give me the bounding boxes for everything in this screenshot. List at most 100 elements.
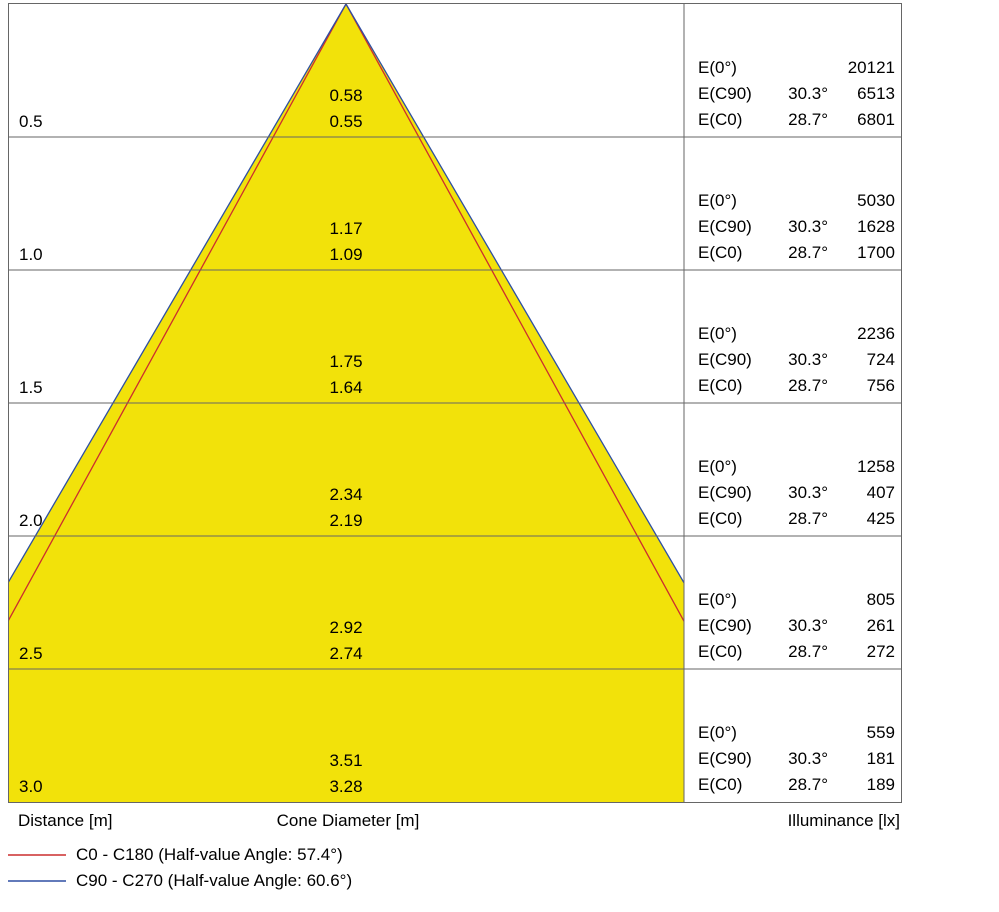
cone-diameter-c90: 2.92 bbox=[329, 618, 363, 637]
legend-label-c0-c180: C0 - C180 (Half-value Angle: 57.4°) bbox=[76, 845, 343, 864]
ec0-row: E(C0) 28.7° 272 bbox=[698, 639, 895, 665]
table-row: 0.5 0.58 0.55 E(0°) 20121 E(C90) 30.3° 6513… bbox=[9, 4, 901, 137]
ec90-label: E(C90) bbox=[698, 217, 752, 236]
ec0-value: 272 bbox=[866, 642, 895, 661]
ec0-row: E(C0) 28.7° 425 bbox=[698, 506, 895, 532]
ec0-label: E(C0) bbox=[698, 509, 743, 528]
ec0-value: 1700 bbox=[857, 243, 895, 262]
distance-label: 1.0 bbox=[19, 245, 43, 264]
e0-label: E(0°) bbox=[698, 324, 737, 343]
ec90-row: E(C90) 30.3° 6513 bbox=[698, 81, 895, 107]
legend-item-c90-c270: C90 - C270 (Half-value Angle: 60.6°) bbox=[8, 868, 352, 894]
e0-row: E(0°) 5030 bbox=[698, 188, 895, 214]
ec0-value: 6801 bbox=[857, 110, 895, 129]
illuminance-block: E(0°) 1258 E(C90) 30.3° 407 E(C0) 28.7° 425 bbox=[698, 454, 895, 532]
cone-diameter-values: 2.92 2.74 bbox=[279, 615, 413, 667]
illuminance-block: E(0°) 20121 E(C90) 30.3° 6513 E(C0) 28.7° 680… bbox=[698, 55, 895, 133]
ec0-label: E(C0) bbox=[698, 775, 743, 794]
ec90-label: E(C90) bbox=[698, 84, 752, 103]
distance-axis-label: Distance [m] bbox=[18, 811, 113, 830]
illuminance-axis-label: Illuminance [lx] bbox=[787, 811, 900, 830]
c0-half-angle: 28.7° bbox=[788, 376, 828, 395]
e0-row: E(0°) 805 bbox=[698, 587, 895, 613]
c0-half-angle: 28.7° bbox=[788, 110, 828, 129]
e0-value: 5030 bbox=[857, 191, 895, 210]
table-row: 2.0 2.34 2.19 E(0°) 1258 E(C90) 30.3° 407 E… bbox=[9, 403, 901, 536]
cone-diameter-c0: 2.74 bbox=[329, 644, 363, 663]
ec90-label: E(C90) bbox=[698, 350, 752, 369]
cone-diameter-values: 0.58 0.55 bbox=[279, 83, 413, 135]
ec0-label: E(C0) bbox=[698, 243, 743, 262]
e0-row: E(0°) 1258 bbox=[698, 454, 895, 480]
table-row: 1.5 1.75 1.64 E(0°) 2236 E(C90) 30.3° 724 E… bbox=[9, 270, 901, 403]
ec90-label: E(C90) bbox=[698, 616, 752, 635]
cone-diameter-c90: 3.51 bbox=[329, 751, 363, 770]
c0-half-angle: 28.7° bbox=[788, 775, 828, 794]
photometric-cone-table: 0.5 0.58 0.55 E(0°) 20121 E(C90) 30.3° 6513… bbox=[8, 3, 902, 803]
e0-value: 559 bbox=[866, 723, 895, 742]
ec0-row: E(C0) 28.7° 189 bbox=[698, 772, 895, 798]
c90-half-angle: 30.3° bbox=[788, 483, 828, 502]
distance-label: 0.5 bbox=[19, 112, 43, 131]
distance-label: 2.0 bbox=[19, 511, 43, 530]
ec0-value: 756 bbox=[866, 376, 895, 395]
c90-c270-line-swatch bbox=[8, 880, 66, 882]
ec90-value: 1628 bbox=[857, 217, 895, 236]
ec0-row: E(C0) 28.7° 6801 bbox=[698, 107, 895, 133]
ec90-value: 261 bbox=[866, 616, 895, 635]
cone-diagram-canvas bbox=[9, 4, 901, 802]
table-row: 1.0 1.17 1.09 E(0°) 5030 E(C90) 30.3° 1628 … bbox=[9, 137, 901, 270]
cone-diameter-c90: 2.34 bbox=[329, 485, 363, 504]
e0-value: 2236 bbox=[857, 324, 895, 343]
cone-diameter-c90: 1.75 bbox=[329, 352, 363, 371]
c90-half-angle: 30.3° bbox=[788, 749, 828, 768]
e0-row: E(0°) 20121 bbox=[698, 55, 895, 81]
illuminance-block: E(0°) 559 E(C90) 30.3° 181 E(C0) 28.7° 189 bbox=[698, 720, 895, 798]
ec90-value: 6513 bbox=[857, 84, 895, 103]
ec0-value: 189 bbox=[866, 775, 895, 794]
illuminance-block: E(0°) 2236 E(C90) 30.3° 724 E(C0) 28.7° 756 bbox=[698, 321, 895, 399]
e0-label: E(0°) bbox=[698, 723, 737, 742]
e0-label: E(0°) bbox=[698, 590, 737, 609]
e0-label: E(0°) bbox=[698, 58, 737, 77]
cone-diameter-values: 2.34 2.19 bbox=[279, 482, 413, 534]
cone-diameter-c0: 2.19 bbox=[329, 511, 363, 530]
distance-label: 1.5 bbox=[19, 378, 43, 397]
ec90-value: 407 bbox=[866, 483, 895, 502]
cone-diameter-c90: 1.17 bbox=[329, 219, 363, 238]
e0-value: 1258 bbox=[857, 457, 895, 476]
ec90-row: E(C90) 30.3° 407 bbox=[698, 480, 895, 506]
c90-half-angle: 30.3° bbox=[788, 616, 828, 635]
cone-diameter-c0: 0.55 bbox=[329, 112, 363, 131]
ec90-row: E(C90) 30.3° 724 bbox=[698, 347, 895, 373]
ec90-row: E(C90) 30.3° 261 bbox=[698, 613, 895, 639]
cone-diameter-values: 1.75 1.64 bbox=[279, 349, 413, 401]
ec0-label: E(C0) bbox=[698, 376, 743, 395]
legend-label-c90-c270: C90 - C270 (Half-value Angle: 60.6°) bbox=[76, 871, 353, 890]
c90-half-angle: 30.3° bbox=[788, 217, 828, 236]
ec90-label: E(C90) bbox=[698, 749, 752, 768]
e0-label: E(0°) bbox=[698, 191, 737, 210]
ec0-value: 425 bbox=[866, 509, 895, 528]
legend: C0 - C180 (Half-value Angle: 57.4°) C90 … bbox=[8, 842, 352, 894]
ec90-label: E(C90) bbox=[698, 483, 752, 502]
c0-half-angle: 28.7° bbox=[788, 509, 828, 528]
distance-label: 2.5 bbox=[19, 644, 43, 663]
e0-value: 805 bbox=[866, 590, 895, 609]
cone-diameter-c0: 1.09 bbox=[329, 245, 363, 264]
ec0-row: E(C0) 28.7° 1700 bbox=[698, 240, 895, 266]
e0-value: 20121 bbox=[847, 58, 895, 77]
c90-half-angle: 30.3° bbox=[788, 84, 828, 103]
legend-item-c0-c180: C0 - C180 (Half-value Angle: 57.4°) bbox=[8, 842, 352, 868]
e0-row: E(0°) 559 bbox=[698, 720, 895, 746]
e0-row: E(0°) 2236 bbox=[698, 321, 895, 347]
ec0-row: E(C0) 28.7° 756 bbox=[698, 373, 895, 399]
axis-labels-row: Distance [m] Cone Diameter [m] Illuminan… bbox=[8, 811, 902, 833]
illuminance-block: E(0°) 805 E(C90) 30.3° 261 E(C0) 28.7° 272 bbox=[698, 587, 895, 665]
c90-half-angle: 30.3° bbox=[788, 350, 828, 369]
cone-diameter-axis-label: Cone Diameter [m] bbox=[276, 811, 420, 830]
c0-half-angle: 28.7° bbox=[788, 243, 828, 262]
distance-label: 3.0 bbox=[19, 777, 43, 796]
grid-lines bbox=[9, 4, 901, 802]
